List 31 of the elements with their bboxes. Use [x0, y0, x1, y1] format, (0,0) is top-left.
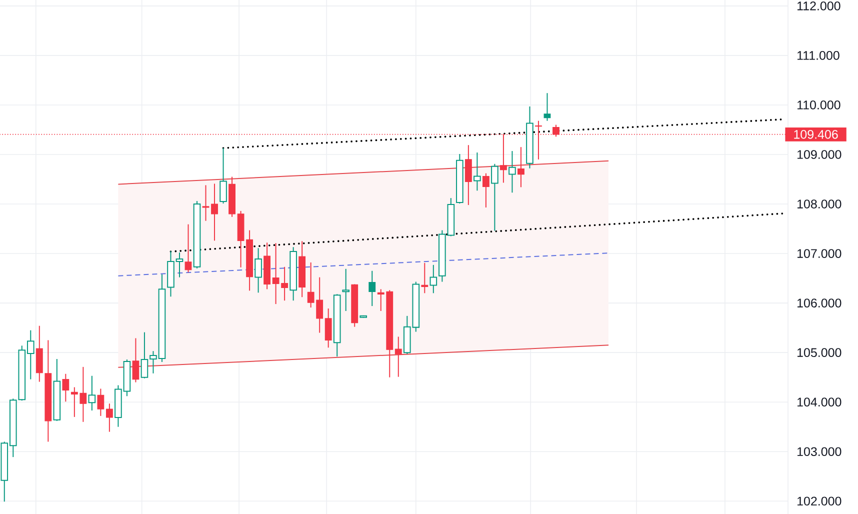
candlestick — [184, 224, 192, 273]
y-tick-label: 112.000 — [797, 2, 840, 10]
y-tick-label: 107.000 — [797, 249, 842, 258]
candlestick — [88, 375, 96, 412]
y-tick-label: 102.000 — [797, 496, 842, 506]
candlestick — [106, 403, 113, 432]
candlestick — [544, 92, 551, 122]
y-tick-label: 111.000 — [797, 51, 840, 60]
candlestick — [421, 262, 428, 294]
y-tick-label: 108.000 — [797, 200, 842, 208]
candlestick — [202, 184, 210, 222]
candlestick — [482, 172, 490, 208]
y-tick-label: 109.000 — [797, 150, 842, 159]
candlestick — [132, 338, 140, 383]
candlestick — [518, 146, 524, 188]
candlestick — [394, 336, 402, 378]
candlestick — [368, 270, 376, 307]
candlestick — [324, 308, 332, 348]
ref-line-label: 109.406 — [794, 130, 838, 139]
y-tick-label: 103.000 — [797, 447, 842, 456]
y-tick-label: 106.000 — [797, 298, 842, 308]
candlestick — [342, 268, 350, 312]
candlestick — [97, 388, 104, 416]
candlestick — [211, 183, 218, 242]
candlestick — [62, 373, 70, 402]
candlestick — [430, 264, 438, 294]
y-tick-label: 105.000 — [797, 348, 842, 357]
candlestick — [464, 144, 472, 206]
candlestick — [254, 248, 262, 294]
y-tick-label: 110.000 — [797, 100, 840, 110]
y-tick-label: 104.000 — [797, 398, 842, 407]
